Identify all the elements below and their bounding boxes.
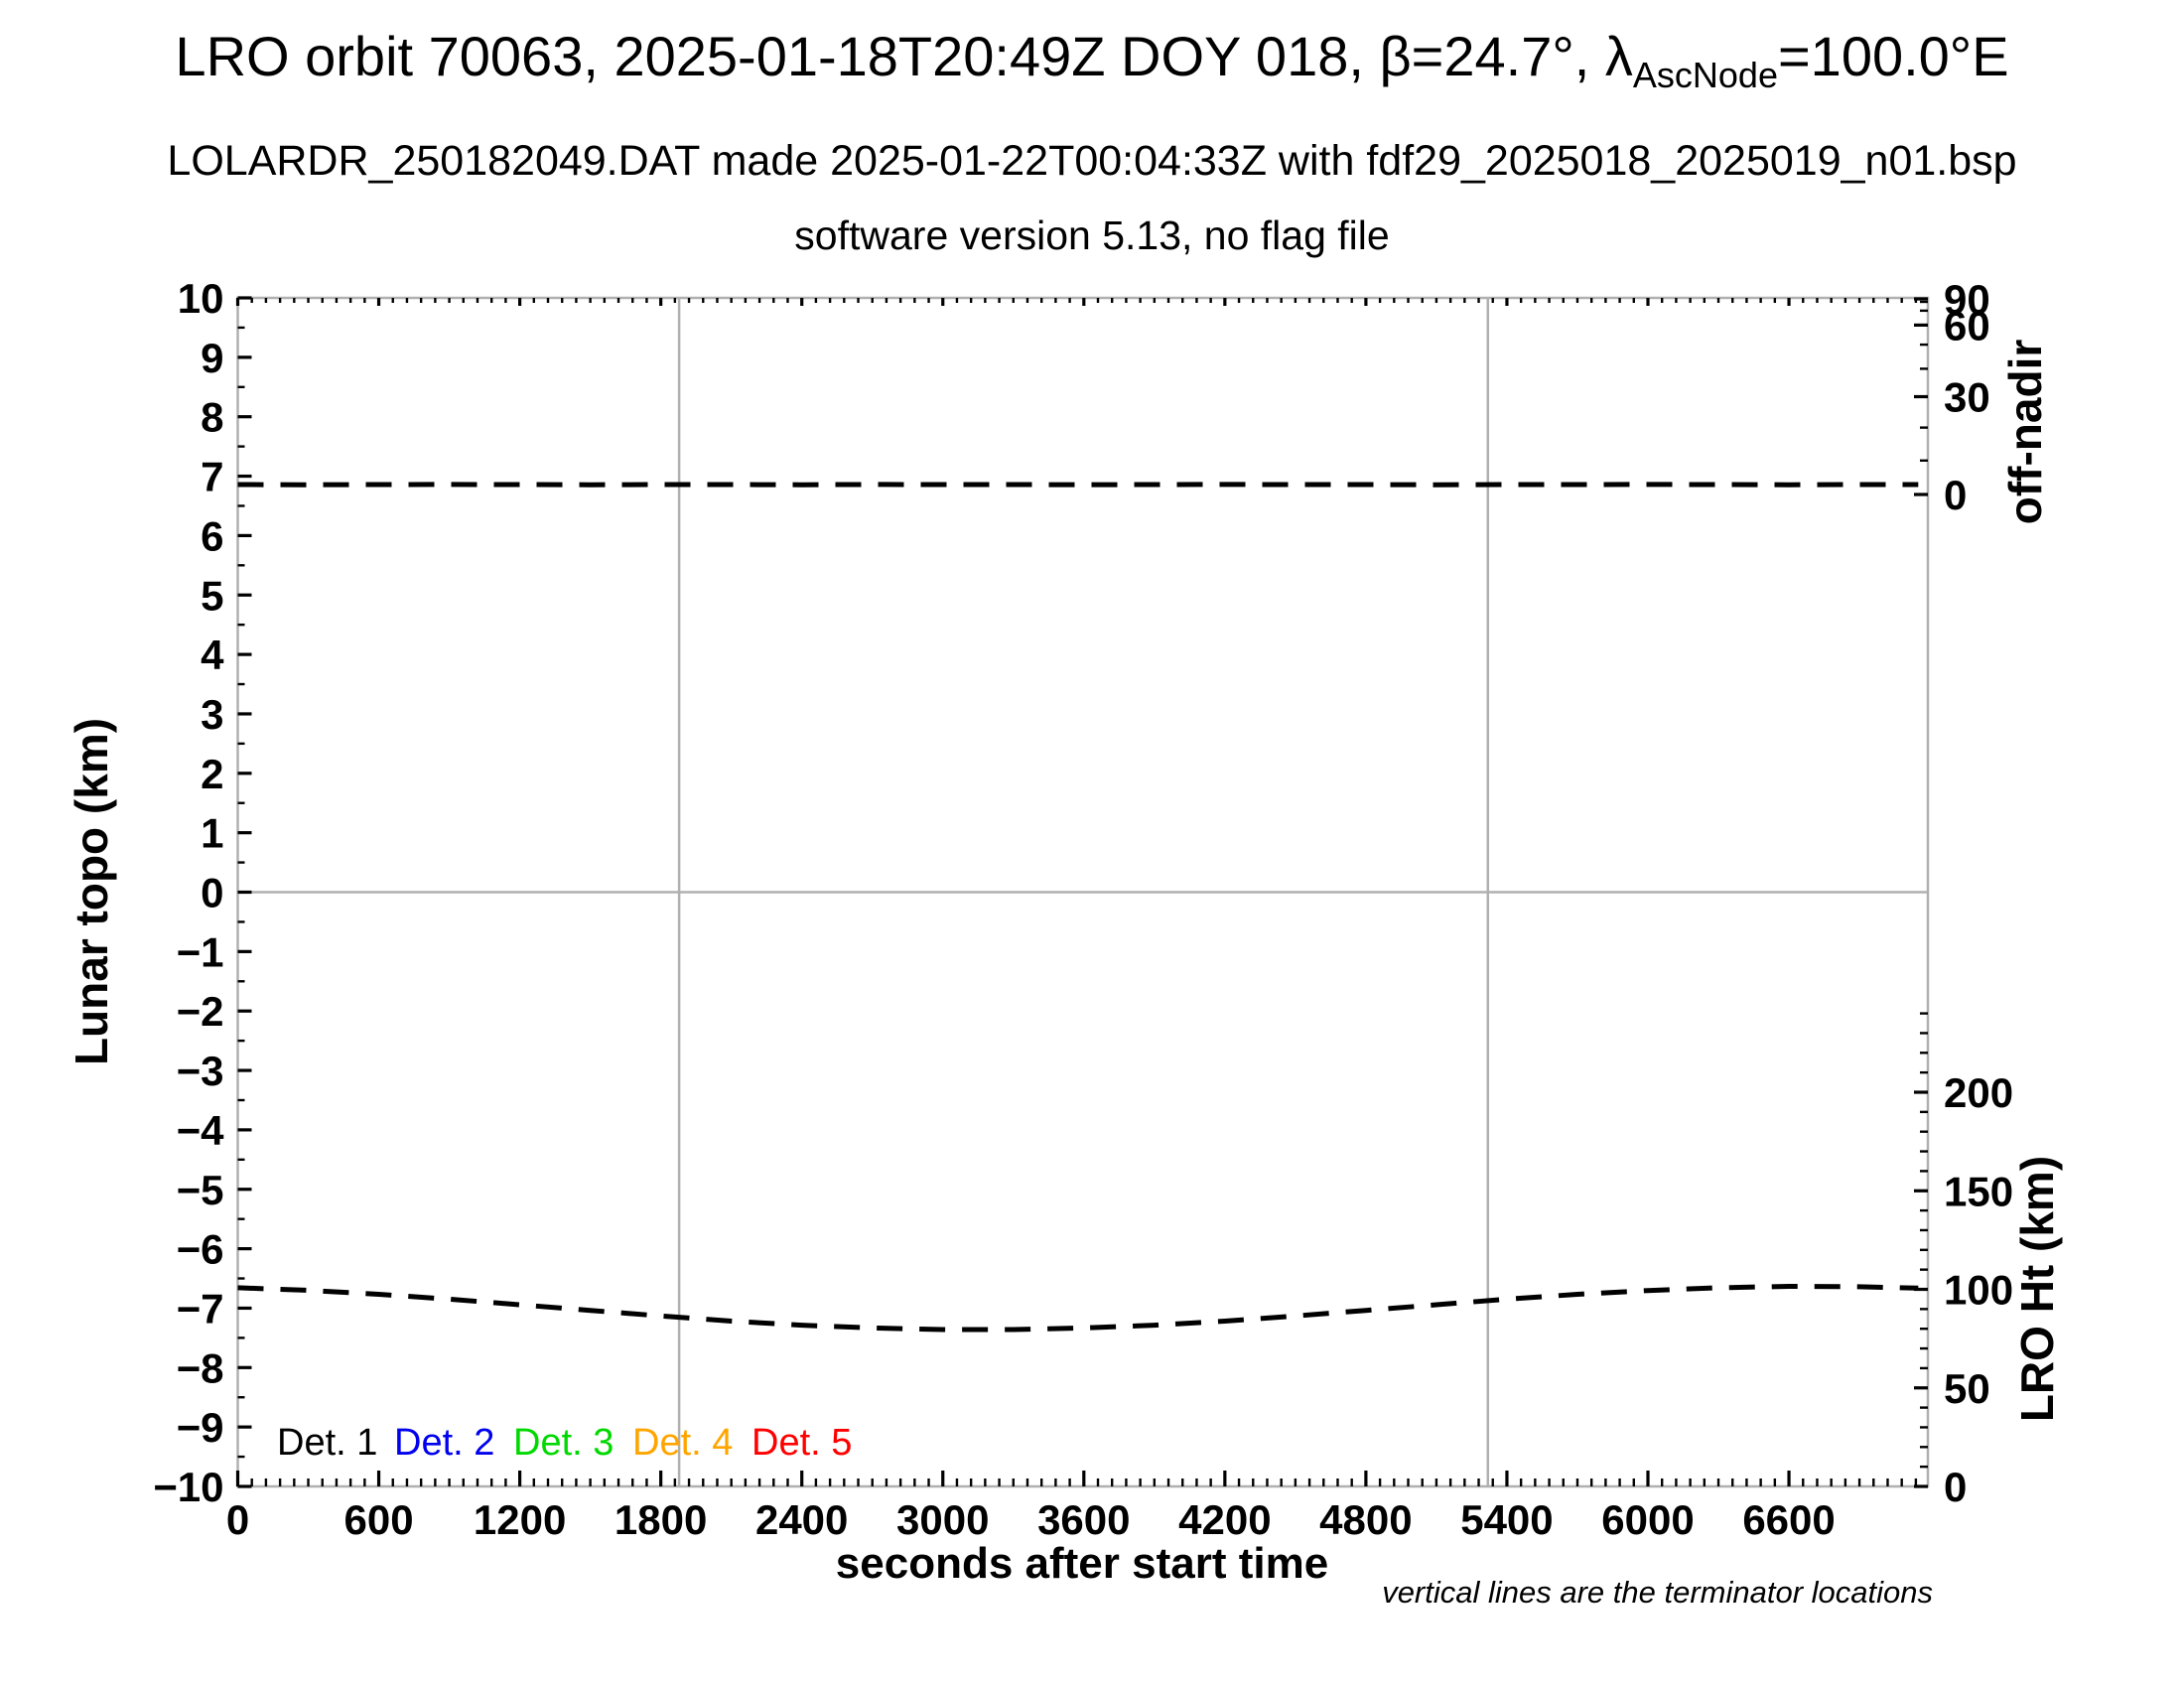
- lro-ht-tick-label: 50: [1944, 1365, 1990, 1412]
- left-tick-label: −10: [153, 1464, 223, 1510]
- left-tick-label: 1: [201, 810, 223, 857]
- lro-ht-axis-title: LRO Ht (km): [2011, 1155, 2063, 1423]
- lro-ht-tick-label: 200: [1944, 1069, 2013, 1116]
- lro-ht-tick-label: 150: [1944, 1168, 2013, 1214]
- title-subscript: AscNode: [1632, 55, 1778, 95]
- left-tick-label: 9: [201, 335, 223, 381]
- left-tick-label: 6: [201, 512, 223, 559]
- x-tick-label: 6600: [1742, 1496, 1835, 1543]
- off-nadir-axis-title: off-nadir: [1999, 339, 2051, 525]
- left-tick-label: −3: [177, 1048, 224, 1094]
- data-file-subtitle: LOLARDR_250182049.DAT made 2025-01-22T00…: [167, 137, 2017, 185]
- x-axis-title: seconds after start time: [835, 1539, 1329, 1588]
- left-tick-label: 0: [201, 870, 223, 916]
- x-tick-label: 3600: [1037, 1496, 1130, 1543]
- left-tick-label: 10: [178, 275, 224, 322]
- lro-ht-tick-label: 0: [1944, 1464, 1967, 1510]
- terminator-note: vertical lines are the terminator locati…: [1382, 1575, 1933, 1610]
- lro-ht-tick-label: 100: [1944, 1267, 2013, 1314]
- left-tick-label: 7: [201, 454, 223, 500]
- left-tick-label: −1: [177, 928, 224, 975]
- x-tick-label: 4800: [1319, 1496, 1412, 1543]
- left-tick-label: 4: [201, 632, 224, 678]
- title-prefix: LRO orbit 70063, 2025-01-18T20:49Z DOY 0…: [175, 25, 1633, 87]
- left-tick-label: −4: [177, 1107, 225, 1154]
- left-tick-label: −6: [177, 1226, 224, 1273]
- page-title: LRO orbit 70063, 2025-01-18T20:49Z DOY 0…: [0, 24, 2184, 95]
- left-tick-label: −7: [177, 1285, 224, 1332]
- title-suffix: =100.0°E: [1777, 25, 2009, 87]
- x-tick-label: 0: [226, 1496, 249, 1543]
- x-tick-label: 2400: [755, 1496, 848, 1543]
- left-tick-label: 3: [201, 691, 223, 738]
- x-tick-label: 6000: [1601, 1496, 1694, 1543]
- off-nadir-tick-label: 90: [1944, 276, 1990, 323]
- off-nadir-tick-label: 60: [1944, 302, 1990, 349]
- left-tick-label: −8: [177, 1344, 224, 1391]
- off-nadir-tick-label: 30: [1944, 374, 1990, 421]
- left-axis-title: Lunar topo (km): [66, 717, 117, 1066]
- left-tick-label: −5: [177, 1167, 224, 1213]
- x-tick-label: 600: [344, 1496, 414, 1543]
- left-tick-label: −2: [177, 988, 224, 1035]
- left-tick-label: −9: [177, 1404, 224, 1451]
- left-tick-label: 2: [201, 751, 223, 797]
- x-tick-label: 3000: [896, 1496, 989, 1543]
- left-tick-label: 8: [201, 394, 223, 441]
- x-tick-label: 4200: [1178, 1496, 1271, 1543]
- lro-height-dashed-curve: [237, 1283, 1919, 1333]
- x-tick-label: 1800: [614, 1496, 707, 1543]
- x-tick-label: 5400: [1460, 1496, 1553, 1543]
- x-tick-label: 1200: [474, 1496, 566, 1543]
- left-tick-label: 5: [201, 572, 223, 619]
- software-version-line: software version 5.13, no flag file: [794, 212, 1390, 258]
- off-nadir-tick-label: 0: [1944, 472, 1967, 518]
